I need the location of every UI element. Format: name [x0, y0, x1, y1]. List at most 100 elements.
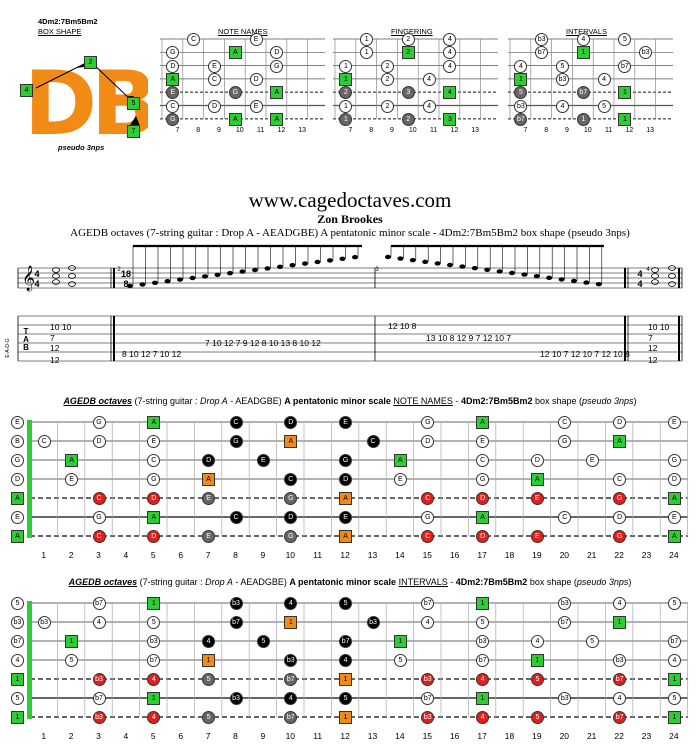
- small-note: 1: [339, 112, 353, 126]
- fret-note: A: [339, 530, 353, 543]
- fret-note: 4: [667, 654, 681, 667]
- author: Zon Brookes: [317, 212, 383, 226]
- fret-note: C: [284, 473, 298, 486]
- staff-note: [546, 275, 553, 280]
- staff-note: [152, 280, 158, 285]
- fret-note: 4: [284, 692, 298, 705]
- small-note: 2: [381, 99, 394, 113]
- small-note: b7: [535, 46, 549, 60]
- fret-note: A: [147, 416, 161, 429]
- open-string-label: b3: [11, 616, 24, 629]
- time-signature: 18: [121, 269, 131, 279]
- chart-title-part: Drop A: [205, 577, 233, 587]
- fret-number: 19: [532, 731, 542, 741]
- chart-title-part: - AEADGBE): [232, 577, 290, 587]
- fret-note: G: [558, 435, 572, 448]
- fret-note: D: [284, 416, 298, 429]
- fret-note: G: [92, 416, 106, 429]
- fret-note: 1: [284, 616, 298, 629]
- staff-note: [496, 269, 503, 274]
- fret-number: 10: [285, 550, 296, 560]
- fret-note: b3: [421, 711, 435, 724]
- small-note: 1: [360, 33, 374, 46]
- fret-number: 17: [477, 550, 487, 560]
- fret-number: 23: [641, 731, 652, 741]
- fret-note: b7: [284, 673, 298, 686]
- small-fret-number: 13: [646, 126, 655, 134]
- staff-note: [521, 272, 528, 277]
- fret-note: E: [202, 492, 216, 505]
- small-fretboard: [333, 38, 498, 120]
- fret-note: A: [667, 530, 681, 543]
- small-fret-number: 8: [196, 126, 201, 134]
- small-note: G: [228, 86, 242, 100]
- staff-note: [471, 266, 478, 271]
- fret-note: E: [339, 416, 353, 429]
- staff-note: [227, 271, 233, 276]
- chart-title-part: box shape (: [527, 577, 577, 587]
- small-note: b7: [576, 86, 590, 100]
- open-string-label: B: [11, 435, 24, 448]
- staff-chord-note: [52, 279, 60, 285]
- tab-number: 12 10 7 12 10 7 12 10 8: [540, 349, 630, 359]
- site-title[interactable]: www.cagedoctaves.com: [248, 188, 452, 212]
- open-string-label: b7: [11, 635, 24, 648]
- fret-number: 4: [123, 731, 129, 741]
- fret-note: D: [339, 473, 353, 486]
- small-note: A: [228, 112, 242, 126]
- small-fret-number: 10: [583, 126, 592, 134]
- fret-note: A: [147, 511, 161, 524]
- small-note: E: [249, 99, 263, 113]
- fret-note: 4: [202, 635, 216, 648]
- fret-number: 5: [150, 731, 156, 741]
- fret-note: 1: [667, 673, 681, 686]
- open-string-label: A: [11, 492, 24, 505]
- fret-note: 5: [339, 692, 353, 705]
- fret-note: E: [530, 492, 544, 505]
- fret-note: b7: [613, 673, 627, 686]
- fret-note: C: [229, 416, 243, 429]
- small-note: 2: [381, 59, 394, 73]
- small-note: G: [270, 59, 284, 73]
- fret-note: D: [613, 511, 627, 524]
- fret-note: A: [476, 416, 490, 429]
- fret-number: 15: [422, 731, 433, 741]
- small-note: b7: [514, 112, 528, 126]
- fretboard: [27, 420, 688, 538]
- small-note: 4: [443, 59, 457, 73]
- tab-number: 7: [50, 333, 55, 343]
- small-note: 2: [401, 46, 415, 60]
- fret-number: 9: [260, 550, 266, 560]
- fret-number: 20: [559, 731, 570, 741]
- fret-note: E: [585, 454, 599, 467]
- fret-note: 1: [147, 597, 161, 610]
- small-note: E: [208, 59, 221, 73]
- fret-note: 4: [284, 597, 298, 610]
- open-string-label: 5: [11, 692, 24, 705]
- fret-note: 1: [476, 597, 490, 610]
- tab-number: 13 10 8 12 9 7 12 10 7: [426, 333, 511, 343]
- small-note: b3: [514, 99, 528, 113]
- fret-note: E: [202, 530, 216, 543]
- fret-note: b7: [92, 597, 106, 610]
- fret-note: E: [667, 416, 681, 429]
- small-note: A: [166, 72, 180, 86]
- fret-note: 5: [339, 597, 353, 610]
- fret-note: E: [667, 511, 681, 524]
- small-note: 1: [618, 86, 632, 100]
- note-names-chart-title: AGEDB octaves (7-string guitar : Drop A …: [0, 396, 700, 406]
- staff-note: [327, 258, 333, 263]
- measure-number: 3: [375, 267, 379, 273]
- small-diagram-title: INTERVALS: [566, 27, 607, 36]
- fret-note: E: [476, 435, 490, 448]
- box-marker: 5: [127, 97, 140, 110]
- open-string-label: 5: [11, 597, 24, 610]
- fret-note: b3: [421, 673, 435, 686]
- chart-title-part: NOTE NAMES: [393, 396, 453, 406]
- small-note: 5: [618, 33, 632, 46]
- fret-note: 4: [147, 673, 161, 686]
- chart-title-part: AGEDB octaves: [63, 396, 132, 406]
- fret-number: 3: [96, 550, 101, 560]
- fret-note: 5: [585, 635, 599, 648]
